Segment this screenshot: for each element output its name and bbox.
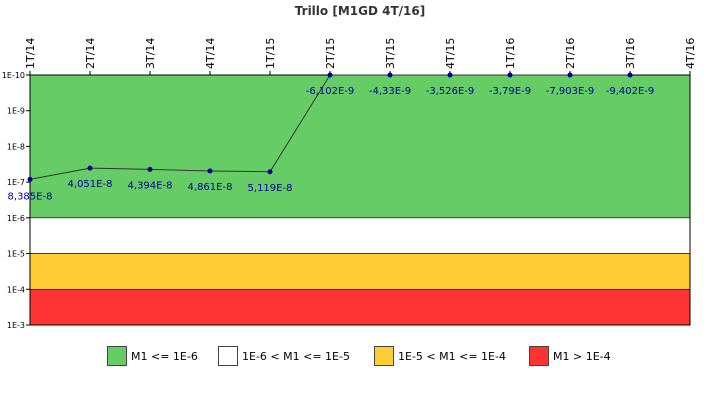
risk-band [29, 288, 691, 326]
y-tick-label: 1E-7 [7, 178, 25, 187]
data-label: 4,051E-8 [68, 179, 113, 190]
data-point [207, 168, 213, 174]
legend-item-yellow: 1E-5 < M1 <= 1E-4 [374, 345, 506, 367]
x-tick-label: 2T/16 [564, 38, 577, 69]
legend-label: M1 > 1E-4 [553, 349, 611, 363]
y-tick-label: 1E-3 [7, 321, 25, 330]
y-tick-label: 1E-10 [2, 71, 25, 80]
y-tick-label: 1E-5 [7, 250, 25, 259]
risk-band [29, 253, 691, 290]
legend-label: M1 <= 1E-6 [131, 349, 198, 363]
legend-swatch-green [107, 346, 127, 366]
data-point [447, 72, 453, 78]
chart-title: Trillo [M1GD 4T/16] [295, 4, 425, 18]
y-axis: 1E-10 1E-9 1E-8 1E-7 1E-6 1E-5 1E-4 1E-3 [2, 71, 30, 330]
data-point [507, 72, 513, 78]
y-tick-label: 1E-6 [7, 214, 25, 223]
legend: M1 <= 1E-6 1E-6 < M1 <= 1E-5 1E-5 < M1 <… [0, 345, 720, 367]
data-point [267, 169, 273, 175]
x-tick-label: 1T/16 [504, 38, 517, 69]
data-label: -9,402E-9 [606, 86, 655, 97]
data-label: -3,79E-9 [489, 86, 531, 97]
data-label: 5,119E-8 [248, 183, 293, 194]
data-label: 4,861E-8 [188, 182, 233, 193]
data-point [627, 72, 633, 78]
legend-label: 1E-6 < M1 <= 1E-5 [242, 349, 350, 363]
risk-band [29, 74, 691, 219]
data-label: -7,903E-9 [546, 86, 595, 97]
data-point [327, 72, 333, 78]
data-point [147, 166, 153, 172]
data-label: -3,526E-9 [426, 86, 475, 97]
x-tick-label: 1T/14 [24, 38, 37, 69]
x-tick-label: 3T/15 [384, 38, 397, 69]
data-point [27, 176, 33, 182]
x-tick-label: 3T/14 [144, 38, 157, 69]
legend-item-red: M1 > 1E-4 [529, 345, 611, 367]
data-point [567, 72, 573, 78]
x-axis: 1T/14 2T/14 3T/14 4T/14 1T/15 2T/15 3T/15 4T/15… [24, 38, 697, 75]
data-point [87, 165, 93, 171]
series-line [27, 72, 633, 182]
legend-swatch-yellow [374, 346, 394, 366]
y-tick-label: 1E-4 [7, 285, 25, 294]
data-label: -6,102E-9 [306, 86, 355, 97]
x-tick-label: 4T/15 [444, 38, 457, 69]
data-point [387, 72, 393, 78]
x-tick-label: 1T/15 [264, 38, 277, 69]
legend-swatch-red [529, 346, 549, 366]
risk-bands [29, 74, 691, 326]
data-labels: 8,385E-8 4,051E-8 4,394E-8 4,861E-8 5,119E-8… [8, 86, 655, 202]
x-tick-label: 4T/16 [684, 38, 697, 69]
data-label: 8,385E-8 [8, 191, 53, 202]
legend-label: 1E-5 < M1 <= 1E-4 [398, 349, 506, 363]
data-label: 4,394E-8 [128, 180, 173, 191]
x-tick-label: 2T/15 [324, 38, 337, 69]
legend-swatch-white [218, 346, 238, 366]
y-tick-label: 1E-8 [7, 142, 25, 151]
legend-item-green: M1 <= 1E-6 [107, 345, 198, 367]
y-tick-label: 1E-9 [7, 107, 25, 116]
x-tick-label: 3T/16 [624, 38, 637, 69]
x-tick-label: 4T/14 [204, 38, 217, 69]
data-label: -4,33E-9 [369, 86, 411, 97]
x-tick-label: 2T/14 [84, 38, 97, 69]
legend-item-white: 1E-6 < M1 <= 1E-5 [218, 345, 350, 367]
risk-band [29, 217, 691, 254]
